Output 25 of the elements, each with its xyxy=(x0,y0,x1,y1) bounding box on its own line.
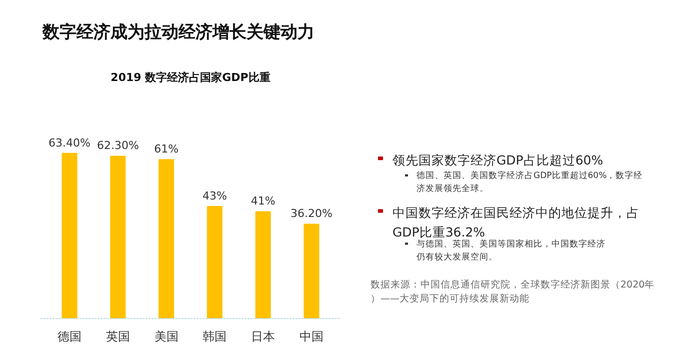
text: 中国数字经济在国民经济中的地位提升，占GDP比重36.2% xyxy=(392,205,640,240)
bar xyxy=(62,152,78,318)
data-label: 41% xyxy=(250,194,276,208)
bar xyxy=(110,156,126,318)
x-tick-label: 英国 xyxy=(106,330,130,344)
data-label: 63.40% xyxy=(48,136,91,150)
data-label: 43% xyxy=(202,189,227,202)
data-label: 62.30% xyxy=(96,139,139,152)
x-tick-label: 韩国 xyxy=(202,330,227,344)
text: 德国、英国、美国数字经济占GDP比重超过60%，数字经济发展领先全球。 xyxy=(416,170,643,194)
x-tick-label: 中国 xyxy=(299,330,324,344)
text: 与德国、英国、美国等国家相比，中国数字经济仍有较大发展空间。 xyxy=(416,238,606,262)
bar xyxy=(304,224,320,318)
x-tick-label: 德国 xyxy=(58,330,82,344)
data-label: 61% xyxy=(154,142,179,156)
text: 领先国家数字经济GDP占比超过60% xyxy=(392,152,604,168)
x-tick-label: 日本 xyxy=(251,330,276,344)
x-tick-label: 美国 xyxy=(154,330,178,344)
chart-subtitle: 2019 数字经济占国家GDP比重 xyxy=(110,70,270,84)
bar xyxy=(255,211,271,318)
chart-title: 数字经济成为拉动经济增长关键动力 xyxy=(42,22,314,42)
data-label: 36.20% xyxy=(290,207,332,220)
bar xyxy=(206,206,222,318)
source-note: 数据来源：中国信息通信研究院，全球数字经济新图景（2020年）——大变局下的可持续发展新动能 xyxy=(370,278,655,305)
bar xyxy=(158,159,174,318)
